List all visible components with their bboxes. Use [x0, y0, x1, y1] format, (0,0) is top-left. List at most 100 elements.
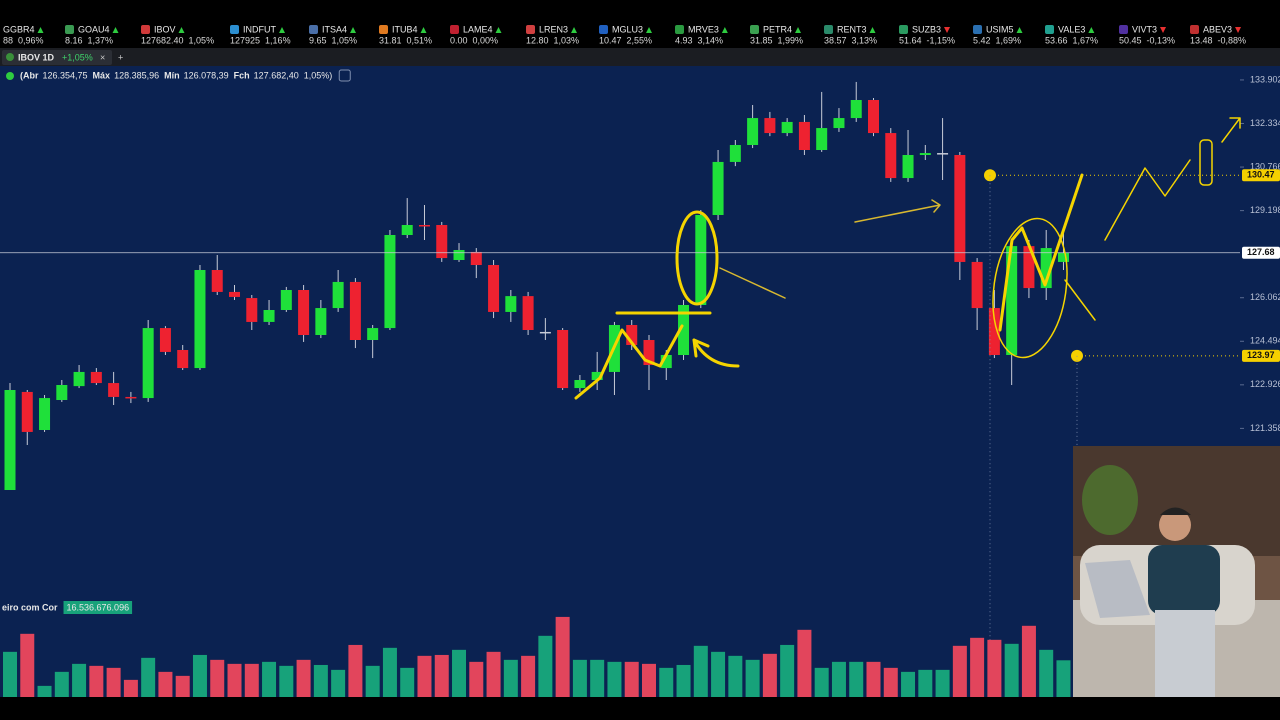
- candle-body: [194, 270, 206, 369]
- volume-bar: [659, 667, 674, 697]
- ticker-price: 50.45: [1119, 35, 1142, 45]
- status-dot: [6, 72, 14, 80]
- tab-bar: [0, 48, 1280, 66]
- volume-bar: [503, 659, 518, 697]
- ticker-arrow: [869, 27, 876, 33]
- volume-bar: [866, 661, 881, 697]
- annotation-arrow: [1221, 117, 1241, 143]
- candle-body: [574, 380, 586, 389]
- volume-bar: [797, 629, 812, 697]
- ticker-price: 12.80: [526, 35, 549, 45]
- candle-body: [505, 296, 517, 312]
- candle-body: [626, 325, 638, 345]
- candle-body: [539, 331, 551, 334]
- volume-bar: [780, 644, 795, 697]
- ticker-change: 0,96%: [18, 35, 44, 45]
- ticker-icon: [65, 25, 74, 34]
- candle-body: [332, 281, 344, 309]
- volume-bar: [20, 633, 35, 697]
- volume-bar: [952, 645, 967, 697]
- volume-bar: [1056, 660, 1071, 697]
- volume-bar: [624, 661, 639, 697]
- ticker-change: -1,15%: [927, 35, 956, 45]
- volume-bar: [158, 671, 173, 697]
- volume-bar: [434, 654, 449, 697]
- ticker-change: -0,88%: [1218, 35, 1247, 45]
- candle-body: [850, 100, 862, 119]
- ticker-name: GGBR4: [3, 24, 35, 34]
- volume-bar: [141, 657, 156, 697]
- ticker-icon: [526, 25, 535, 34]
- video-person-legs: [1155, 610, 1215, 697]
- ticker-icon: [599, 25, 608, 34]
- candle-body: [712, 161, 724, 215]
- ticker-name: VIVT3: [1132, 24, 1157, 34]
- ticker-name: LAME4: [463, 24, 493, 34]
- volume-bar: [175, 675, 190, 697]
- candle-body: [1006, 246, 1018, 355]
- ohlc-label: (Abr: [20, 70, 39, 80]
- ohlc-label: Fch: [234, 70, 250, 80]
- price-level-label: 123.97: [1247, 350, 1275, 360]
- ticker-name: MGLU3: [612, 24, 643, 34]
- candle-body: [885, 133, 897, 179]
- volume-bar: [849, 661, 864, 697]
- y-tick-label: 133.902: [1250, 74, 1280, 84]
- ticker-price: 10.47: [599, 35, 622, 45]
- ticker-change: 1,37%: [88, 35, 114, 45]
- tab[interactable]: [2, 50, 112, 65]
- volume-bar: [296, 659, 311, 697]
- ticker-change: 1,03%: [554, 35, 580, 45]
- price-level-tag: [1242, 169, 1280, 182]
- ticker-price: 31.81: [379, 35, 402, 45]
- ohlc-info: (Abr 126.354,75 Máx 128.385,96 Mín 126.078,39…: [20, 69, 351, 82]
- ticker-name: GOAU4: [78, 24, 110, 34]
- candle-body: [798, 121, 810, 150]
- candle-body: [177, 350, 189, 369]
- volume-bar: [1021, 625, 1036, 697]
- ticker-arrow: [944, 27, 951, 33]
- tab-add[interactable]: +: [118, 52, 123, 62]
- chart: 133.902 132.334 130.766 129.198 126.062 124.4…: [0, 74, 1280, 720]
- ticker-icon: [230, 25, 239, 34]
- volume-bar: [279, 665, 294, 697]
- candle-body: [678, 305, 690, 355]
- volume-bar: [814, 667, 829, 697]
- ticker-arrow: [178, 27, 185, 33]
- video-person-hair: [1160, 507, 1191, 515]
- candle-body: [159, 328, 171, 352]
- ticker-price: 53.66: [1045, 35, 1068, 45]
- ticker-price: 9.65: [309, 35, 327, 45]
- ohlc-value: 1,05%): [304, 70, 333, 80]
- tab-close[interactable]: ×: [100, 52, 105, 62]
- ticker-change: 0,00%: [473, 35, 499, 45]
- ticker-arrow: [721, 27, 728, 33]
- candle-body: [522, 296, 534, 330]
- ticker-icon: [675, 25, 684, 34]
- ohlc-value: 126.354,75: [43, 70, 88, 80]
- candle-body: [591, 371, 603, 380]
- candle-body: [660, 355, 672, 369]
- candle-body: [315, 308, 327, 335]
- volume-bar: [590, 659, 605, 697]
- tab-icon: [6, 53, 14, 61]
- ticker-arrow: [646, 27, 653, 33]
- ticker-arrow: [1016, 27, 1023, 33]
- y-tick-label: 132.334: [1250, 118, 1280, 128]
- annotations: [574, 117, 1241, 400]
- tab-change: +1,05%: [62, 52, 93, 62]
- ticker-name: USIM5: [986, 24, 1014, 34]
- ticker-price: 51.64: [899, 35, 922, 45]
- annotation-box: [1199, 139, 1213, 186]
- candle-body: [142, 328, 154, 399]
- candle-body: [280, 290, 292, 310]
- ticker-change: 1,16%: [265, 35, 291, 45]
- volume-bar: [901, 671, 916, 697]
- volume-bar: [37, 685, 52, 697]
- tab-title: IBOV 1D: [18, 52, 55, 62]
- candle-body: [470, 251, 482, 265]
- candle-body: [21, 391, 33, 432]
- candle-body: [695, 215, 707, 305]
- volume-bar: [210, 659, 225, 697]
